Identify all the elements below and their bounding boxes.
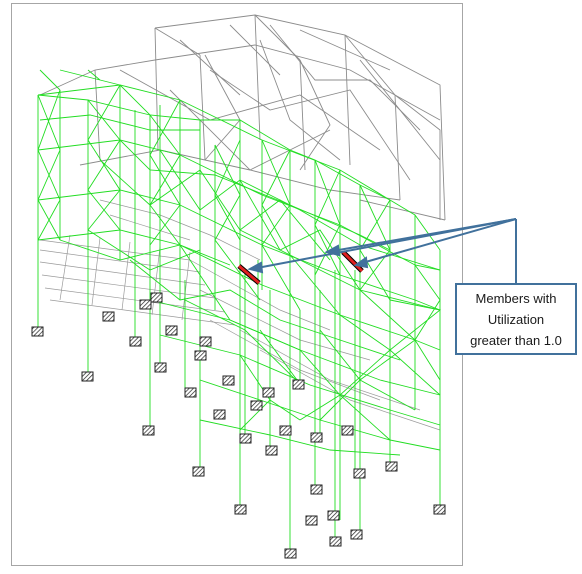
arrowhead <box>247 261 264 274</box>
support <box>250 400 263 411</box>
support <box>199 336 212 347</box>
callout-line-1: Members with <box>475 290 557 306</box>
support <box>184 387 197 398</box>
support <box>165 325 178 336</box>
support <box>279 425 292 436</box>
support <box>327 510 340 521</box>
support <box>154 362 167 373</box>
support <box>284 548 297 559</box>
support <box>129 336 142 347</box>
support <box>329 536 342 547</box>
support <box>213 409 226 420</box>
support <box>102 311 115 322</box>
support <box>31 326 44 337</box>
support <box>305 515 318 526</box>
callout-line-2: Utilization <box>487 311 545 327</box>
passing-members <box>37 69 442 551</box>
support <box>150 292 163 303</box>
failed-members <box>237 250 364 285</box>
support <box>142 425 155 436</box>
support <box>81 371 94 382</box>
support <box>310 432 323 443</box>
support <box>262 387 275 398</box>
support <box>139 299 152 310</box>
arrowhead <box>324 244 341 257</box>
callout-arrows <box>247 218 517 284</box>
support <box>234 504 247 515</box>
support <box>239 433 252 444</box>
support <box>192 466 205 477</box>
unchecked-members <box>39 14 446 221</box>
support <box>292 379 305 390</box>
support <box>353 468 366 479</box>
support <box>341 425 354 436</box>
support <box>222 375 235 386</box>
supports <box>31 292 446 559</box>
support <box>385 461 398 472</box>
support <box>194 350 207 361</box>
support <box>310 484 323 495</box>
support <box>433 504 446 515</box>
callout-line-3: greater than 1.0 <box>470 332 562 348</box>
callout-box: Members with Utilization greater than 1.… <box>455 283 577 355</box>
arrowhead <box>353 256 369 269</box>
model-viewport <box>11 3 463 566</box>
support <box>265 445 278 456</box>
support <box>350 529 363 540</box>
